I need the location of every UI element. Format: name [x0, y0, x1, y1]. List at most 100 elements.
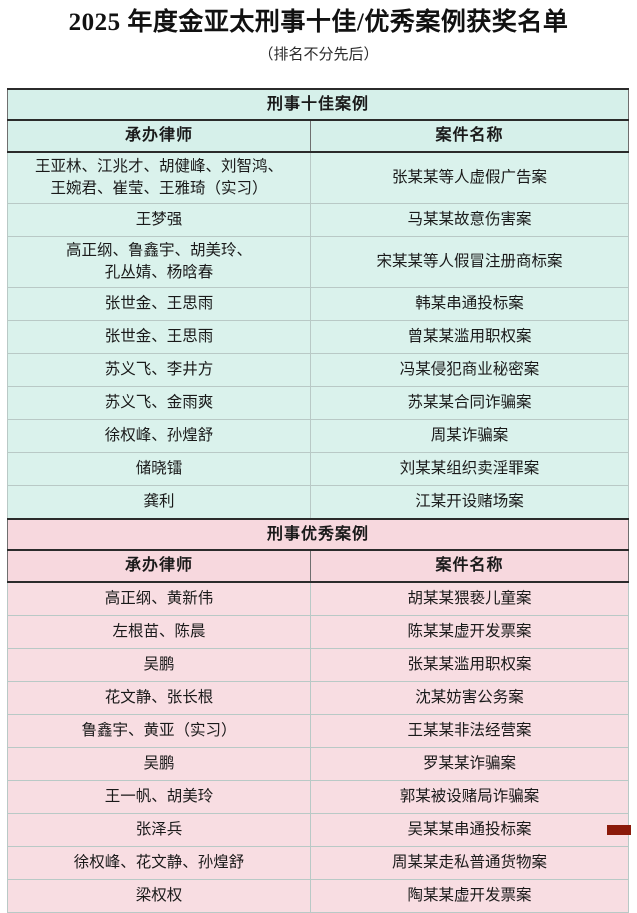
cell-case-name: 宋某某等人假冒注册商标案 — [309, 236, 630, 288]
cell-case-name: 韩某串通投标案 — [309, 287, 630, 321]
table-row: 高正纲、鲁鑫宇、胡美玲、 孔丛婧、杨晗春 宋某某等人假冒注册商标案 — [7, 236, 630, 288]
cell-case-name: 张某某滥用职权案 — [309, 648, 630, 682]
cell-case-name: 苏某某合同诈骗案 — [309, 386, 630, 420]
lawyer-line: 吴鹏 — [143, 755, 175, 772]
cell-case-name: 沈某妨害公务案 — [309, 681, 630, 715]
cell-case-name: 冯某侵犯商业秘密案 — [309, 353, 630, 387]
table-row: 左根苗、陈晨 陈某某虚开发票案 — [7, 615, 630, 649]
table-row: 吴鹏 张某某滥用职权案 — [7, 648, 630, 682]
cell-lawyer: 左根苗、陈晨 — [7, 615, 311, 649]
lawyer-line: 徐权峰、孙煌舒 — [104, 427, 214, 444]
cell-case-name: 周某诈骗案 — [309, 419, 630, 453]
lawyer-line: 高正纲、鲁鑫宇、胡美玲、 — [65, 242, 252, 259]
table-row: 储晓镭 刘某某组织卖淫罪案 — [7, 452, 630, 486]
table-row: 龚利 江某开设赌场案 — [7, 485, 630, 520]
cell-lawyer: 苏义飞、李井方 — [7, 353, 311, 387]
table-row: 张世金、王思雨 曾某某滥用职权案 — [7, 320, 630, 354]
table-row: 徐权峰、花文静、孙煌舒 周某某走私普通货物案 — [7, 846, 630, 880]
lawyer-line: 鲁鑫宇、黄亚（实习） — [81, 722, 237, 739]
cell-lawyer: 苏义飞、金雨爽 — [7, 386, 311, 420]
cell-case-name: 王某某非法经营案 — [309, 714, 630, 748]
cell-lawyer: 鲁鑫宇、黄亚（实习） — [7, 714, 311, 748]
cell-case-name: 马某某故意伤害案 — [309, 203, 630, 237]
award-table-container: 刑事十佳案例 承办律师 案件名称 王亚林、江兆才、胡健峰、刘智鸿、 王婉君、崔莹、王雅琦… — [6, 88, 630, 913]
column-header-case: 案件名称 — [309, 549, 630, 583]
title-block: 2025 年度金亚太刑事十佳/优秀案例获奖名单 （排名不分先后） — [0, 0, 637, 68]
page-title: 2025 年度金亚太刑事十佳/优秀案例获奖名单 — [68, 9, 569, 36]
cell-case-name: 陈某某虚开发票案 — [309, 615, 630, 649]
section-title-row: 刑事优秀案例 — [6, 518, 630, 551]
table-row: 苏义飞、金雨爽 苏某某合同诈骗案 — [7, 386, 630, 420]
table-row: 王一帆、胡美玲 郭某被设赌局诈骗案 — [7, 780, 630, 814]
cell-lawyer: 龚利 — [7, 485, 311, 520]
cell-lawyer: 储晓镭 — [7, 452, 311, 486]
cell-lawyer: 高正纲、鲁鑫宇、胡美玲、 孔丛婧、杨晗春 — [7, 236, 311, 288]
lawyer-line: 高正纲、黄新伟 — [104, 590, 214, 607]
table-row: 花文静、张长根 沈某妨害公务案 — [7, 681, 630, 715]
table-row: 王梦强 马某某故意伤害案 — [7, 203, 630, 237]
cell-lawyer: 王一帆、胡美玲 — [7, 780, 311, 814]
column-header-case: 案件名称 — [309, 119, 630, 153]
cell-lawyer: 徐权峰、孙煌舒 — [7, 419, 311, 453]
cell-lawyer: 王亚林、江兆才、胡健峰、刘智鸿、 王婉君、崔莹、王雅琦（实习） — [7, 151, 311, 204]
cell-lawyer: 吴鹏 — [7, 747, 311, 781]
cell-case-name: 胡某某猥亵儿童案 — [309, 581, 630, 616]
cell-case-name: 吴某某串通投标案 — [309, 813, 630, 847]
lawyer-line: 左根苗、陈晨 — [112, 623, 206, 640]
cell-lawyer: 王梦强 — [7, 203, 311, 237]
lawyer-line: 徐权峰、花文静、孙煌舒 — [73, 854, 245, 871]
table-row: 鲁鑫宇、黄亚（实习） 王某某非法经营案 — [7, 714, 630, 748]
section-title-excellent: 刑事优秀案例 — [6, 518, 630, 551]
cell-case-name: 陶某某虚开发票案 — [309, 879, 630, 913]
cell-lawyer: 徐权峰、花文静、孙煌舒 — [7, 846, 311, 880]
lawyer-line: 苏义飞、金雨爽 — [104, 394, 214, 411]
lawyer-line: 张世金、王思雨 — [104, 295, 214, 312]
corner-watermark-mark — [607, 825, 631, 835]
lawyer-line: 王婉君、崔莹、王雅琦（实习） — [50, 180, 268, 197]
lawyer-line: 张泽兵 — [135, 821, 183, 838]
table-row: 吴鹏 罗某某诈骗案 — [7, 747, 630, 781]
lawyer-line: 梁权权 — [135, 887, 183, 904]
lawyer-line: 储晓镭 — [135, 460, 183, 477]
cell-lawyer: 高正纲、黄新伟 — [7, 581, 311, 616]
lawyer-line: 花文静、张长根 — [104, 689, 214, 706]
table-row: 苏义飞、李井方 冯某侵犯商业秘密案 — [7, 353, 630, 387]
column-header-row: 承办律师 案件名称 — [7, 119, 630, 153]
column-header-row: 承办律师 案件名称 — [7, 549, 630, 583]
table-row: 高正纲、黄新伟 胡某某猥亵儿童案 — [7, 581, 630, 616]
table-row: 王亚林、江兆才、胡健峰、刘智鸿、 王婉君、崔莹、王雅琦（实习） 张某某等人虚假广告案 — [7, 151, 630, 204]
cell-case-name: 刘某某组织卖淫罪案 — [309, 452, 630, 486]
cell-lawyer: 张世金、王思雨 — [7, 287, 311, 321]
column-header-lawyer: 承办律师 — [7, 119, 311, 153]
section-top-ten: 刑事十佳案例 承办律师 案件名称 王亚林、江兆才、胡健峰、刘智鸿、 王婉君、崔莹、王雅琦… — [6, 88, 630, 520]
cell-lawyer: 花文静、张长根 — [7, 681, 311, 715]
cell-lawyer: 吴鹏 — [7, 648, 311, 682]
lawyer-line: 龚利 — [143, 493, 175, 510]
cell-case-name: 周某某走私普通货物案 — [309, 846, 630, 880]
cell-lawyer: 张泽兵 — [7, 813, 311, 847]
table-row: 徐权峰、孙煌舒 周某诈骗案 — [7, 419, 630, 453]
cell-lawyer: 梁权权 — [7, 879, 311, 913]
table-row: 张世金、王思雨 韩某串通投标案 — [7, 287, 630, 321]
award-table: 刑事十佳案例 承办律师 案件名称 王亚林、江兆才、胡健峰、刘智鸿、 王婉君、崔莹、王雅琦… — [6, 88, 630, 913]
lawyer-line: 吴鹏 — [143, 656, 175, 673]
lawyer-line: 苏义飞、李井方 — [104, 361, 214, 378]
section-excellent: 刑事优秀案例 承办律师 案件名称高正纲、黄新伟 胡某某猥亵儿童案左根苗、陈晨 陈某某虚开… — [6, 518, 630, 913]
table-row: 张泽兵 吴某某串通投标案 — [7, 813, 630, 847]
table-row: 梁权权 陶某某虚开发票案 — [7, 879, 630, 913]
lawyer-line: 孔丛婧、杨晗春 — [104, 264, 214, 281]
lawyer-line: 王亚林、江兆才、胡健峰、刘智鸿、 — [34, 158, 283, 175]
lawyer-line: 张世金、王思雨 — [104, 328, 214, 345]
cell-case-name: 郭某被设赌局诈骗案 — [309, 780, 630, 814]
cell-case-name: 罗某某诈骗案 — [309, 747, 630, 781]
lawyer-line: 王一帆、胡美玲 — [104, 788, 214, 805]
section-title-top-ten: 刑事十佳案例 — [6, 88, 630, 121]
cell-case-name: 曾某某滥用职权案 — [309, 320, 630, 354]
cell-case-name: 张某某等人虚假广告案 — [309, 151, 630, 204]
cell-lawyer: 张世金、王思雨 — [7, 320, 311, 354]
section-title-row: 刑事十佳案例 — [6, 88, 630, 121]
lawyer-line: 王梦强 — [135, 211, 183, 228]
page-subtitle: （排名不分先后） — [258, 47, 379, 63]
column-header-lawyer: 承办律师 — [7, 549, 311, 583]
